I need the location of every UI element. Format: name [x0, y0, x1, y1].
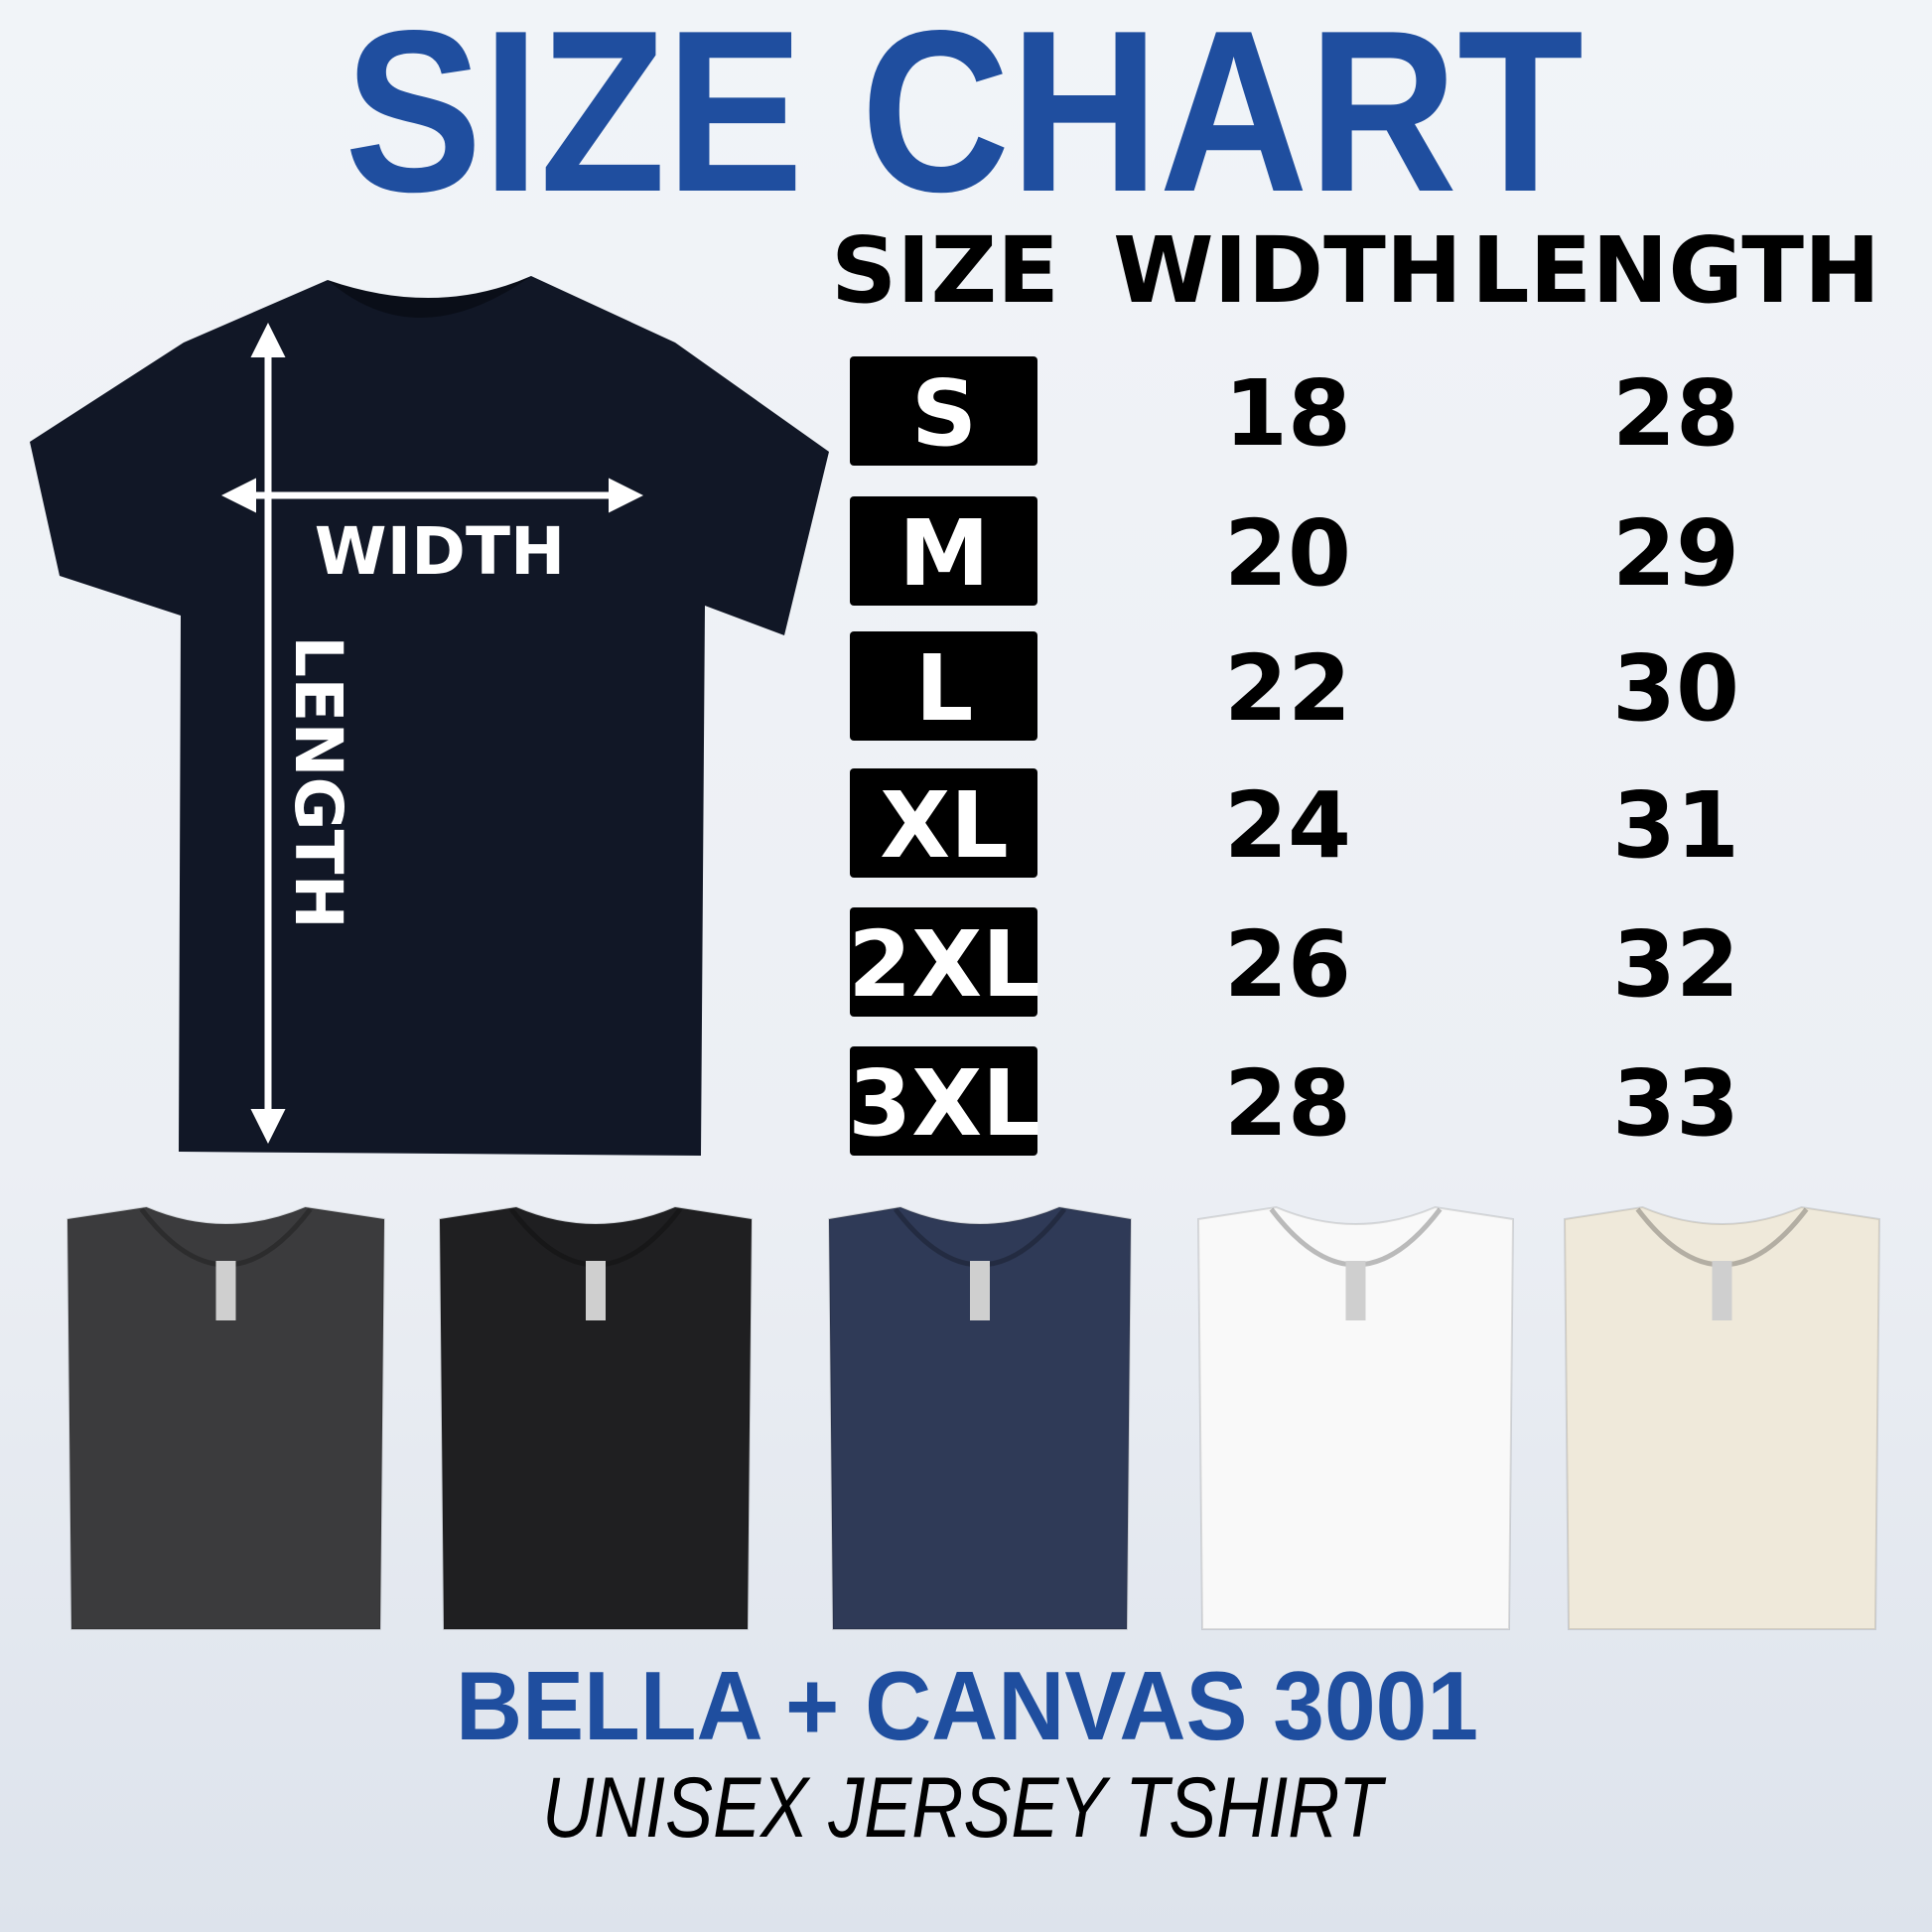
- table-row: 2XL 26 32: [848, 907, 1739, 1018]
- brand-title: BELLA + CANVAS 3001: [456, 1651, 1478, 1760]
- header-size: SIZE: [831, 217, 1059, 324]
- neck-label: [215, 1261, 236, 1320]
- length-value: 31: [1612, 772, 1739, 879]
- length-label: LENGTH: [280, 635, 356, 929]
- size-badge: [850, 1046, 1037, 1156]
- color-swatches: [66, 1205, 1881, 1630]
- size-table: SIZE WIDTH LENGTH S 18 28 M 20 29 L 22 30 XL 24 31 2…: [831, 217, 1880, 1157]
- width-value: 26: [1224, 911, 1351, 1018]
- header-length: LENGTH: [1471, 217, 1880, 324]
- length-value: 32: [1612, 911, 1739, 1018]
- table-row: L 22 30: [850, 631, 1739, 742]
- table-row: 3XL 28 33: [848, 1046, 1739, 1157]
- header-width: WIDTH: [1113, 217, 1462, 324]
- size-badge: [850, 631, 1037, 741]
- size-label: S: [911, 360, 977, 467]
- neck-label: [970, 1261, 990, 1320]
- folded-tshirt: [438, 1205, 754, 1630]
- length-value: 28: [1612, 360, 1739, 467]
- table-row: M 20 29: [850, 496, 1739, 607]
- product-subtitle: UNISEX JERSEY TSHIRT: [542, 1760, 1387, 1856]
- width-value: 20: [1224, 500, 1351, 607]
- size-badge: [850, 496, 1037, 606]
- folded-tshirt: [66, 1205, 386, 1630]
- width-value: 24: [1224, 772, 1351, 879]
- neck-label: [1712, 1261, 1732, 1320]
- table-row: XL 24 31: [850, 768, 1739, 879]
- size-label: L: [915, 635, 974, 742]
- size-badge: [850, 768, 1037, 878]
- length-value: 33: [1612, 1050, 1739, 1157]
- width-value: 22: [1224, 635, 1351, 742]
- size-badge: [850, 356, 1037, 466]
- size-label: XL: [880, 772, 1009, 879]
- page-title: SIZE CHART: [345, 0, 1584, 240]
- size-label: M: [898, 500, 990, 607]
- folded-tshirt: [1563, 1205, 1881, 1630]
- neck-label: [586, 1261, 606, 1320]
- folded-tshirt: [1196, 1205, 1515, 1630]
- shirt-diagram: WIDTH LENGTH: [30, 276, 829, 1156]
- neck-label: [1345, 1261, 1366, 1320]
- width-value: 18: [1224, 360, 1351, 467]
- length-value: 30: [1612, 635, 1739, 742]
- table-row: S 18 28: [850, 356, 1739, 467]
- width-label: WIDTH: [315, 513, 565, 590]
- folded-tshirt: [827, 1205, 1133, 1630]
- size-badge: [850, 907, 1037, 1017]
- length-value: 29: [1612, 500, 1739, 607]
- width-value: 28: [1224, 1050, 1351, 1157]
- size-label: 3XL: [848, 1050, 1040, 1157]
- size-label: 2XL: [848, 911, 1040, 1018]
